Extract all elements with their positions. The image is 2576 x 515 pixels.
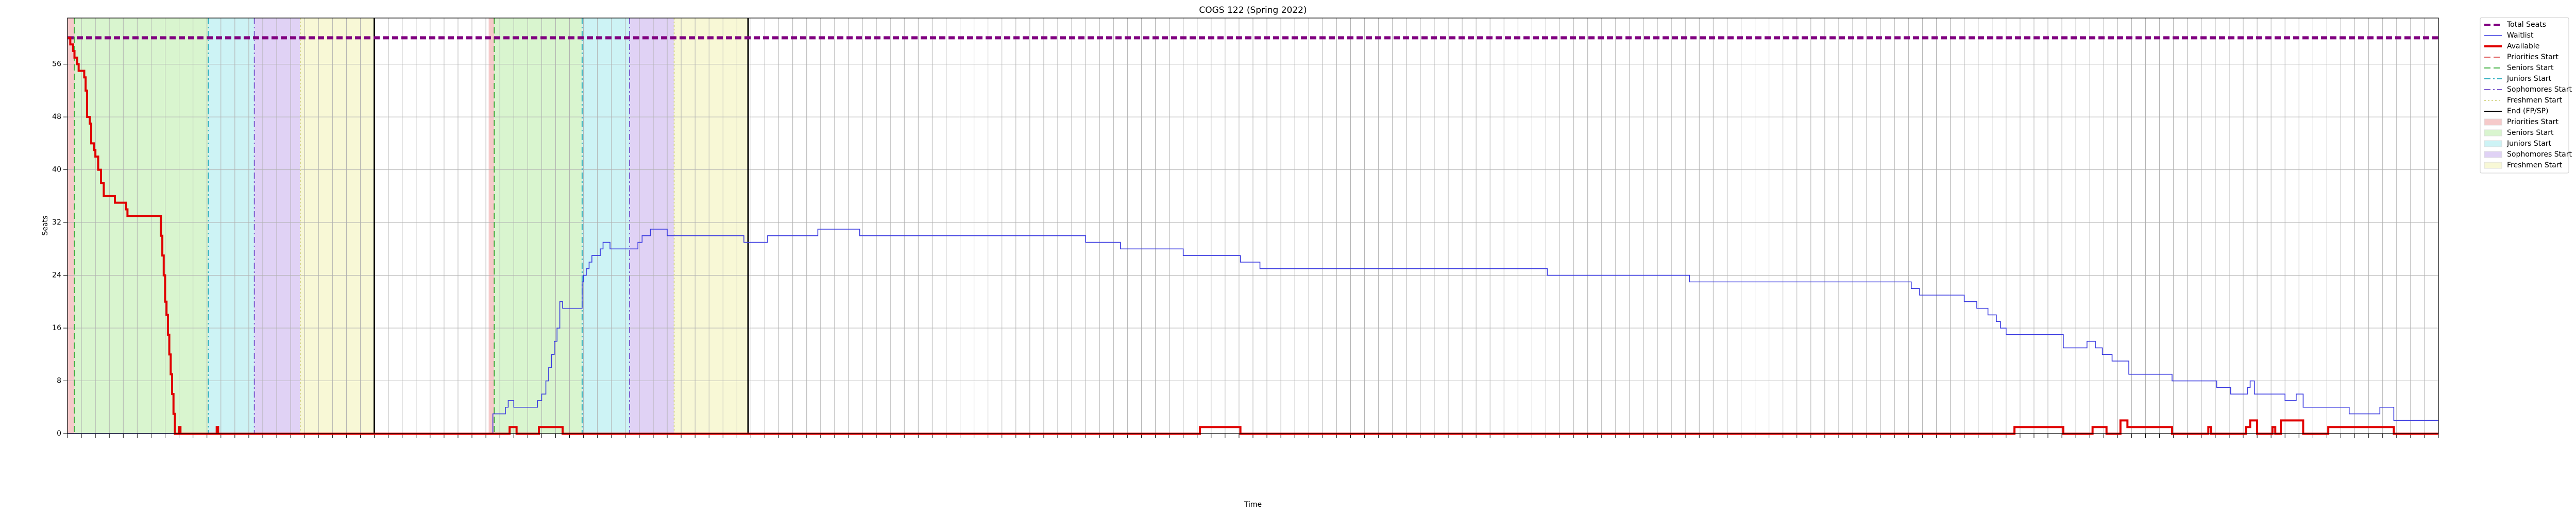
y-tick-label: 56	[52, 60, 61, 68]
legend-label: Seniors Start	[2507, 64, 2554, 72]
chart-title: COGS 122 (Spring 2022)	[1199, 5, 1307, 15]
grid: 0 8 16 24 32 40 48 56	[52, 18, 2439, 438]
y-tick-label: 8	[57, 377, 61, 385]
legend-box	[2480, 17, 2569, 174]
legend-patch	[2484, 129, 2502, 136]
plot-frame	[67, 18, 2439, 434]
span	[208, 18, 255, 434]
legend-label: Juniors Start	[2506, 75, 2552, 83]
span	[494, 18, 582, 434]
legend-label: Waitlist	[2507, 31, 2534, 40]
legend-patch	[2484, 162, 2502, 169]
y-tick-label: 16	[52, 324, 61, 332]
y-tick-label: 48	[52, 113, 61, 121]
span	[300, 18, 375, 434]
x-axis-label: Time	[1244, 501, 1262, 509]
span	[254, 18, 301, 434]
y-axis-label: Seats	[41, 216, 49, 236]
legend-label: Freshmen Start	[2507, 161, 2563, 169]
span	[582, 18, 630, 434]
legend-label: Available	[2507, 42, 2539, 50]
legend-patch	[2484, 151, 2502, 158]
marks	[67, 18, 2438, 435]
span	[629, 18, 674, 434]
y-tick-label: 24	[52, 271, 61, 280]
legend-label: Priorities Start	[2507, 118, 2559, 126]
legend-label: Total Seats	[2506, 21, 2546, 29]
legend-label: Juniors Start	[2506, 140, 2552, 148]
series-line	[67, 229, 2438, 434]
series-line	[67, 37, 2438, 435]
span	[67, 18, 75, 434]
legend-patch	[2484, 140, 2502, 147]
legend-label: Sophomores Start	[2507, 150, 2572, 159]
y-tick-label: 0	[57, 430, 61, 438]
legend-label: End (FP/SP)	[2507, 107, 2549, 115]
legend-label: Seniors Start	[2507, 129, 2554, 137]
legend: Total Seats Waitlist Available Priorities S…	[2480, 17, 2572, 174]
span	[488, 18, 495, 434]
legend-label: Sophomores Start	[2507, 85, 2572, 94]
legend-label: Priorities Start	[2507, 53, 2559, 61]
y-tick-label: 32	[52, 218, 61, 227]
legend-label: Freshmen Start	[2507, 96, 2563, 105]
span	[674, 18, 749, 434]
y-tick-label: 40	[52, 166, 61, 174]
span	[74, 18, 209, 434]
spans	[67, 18, 749, 434]
legend-patch	[2484, 118, 2502, 126]
